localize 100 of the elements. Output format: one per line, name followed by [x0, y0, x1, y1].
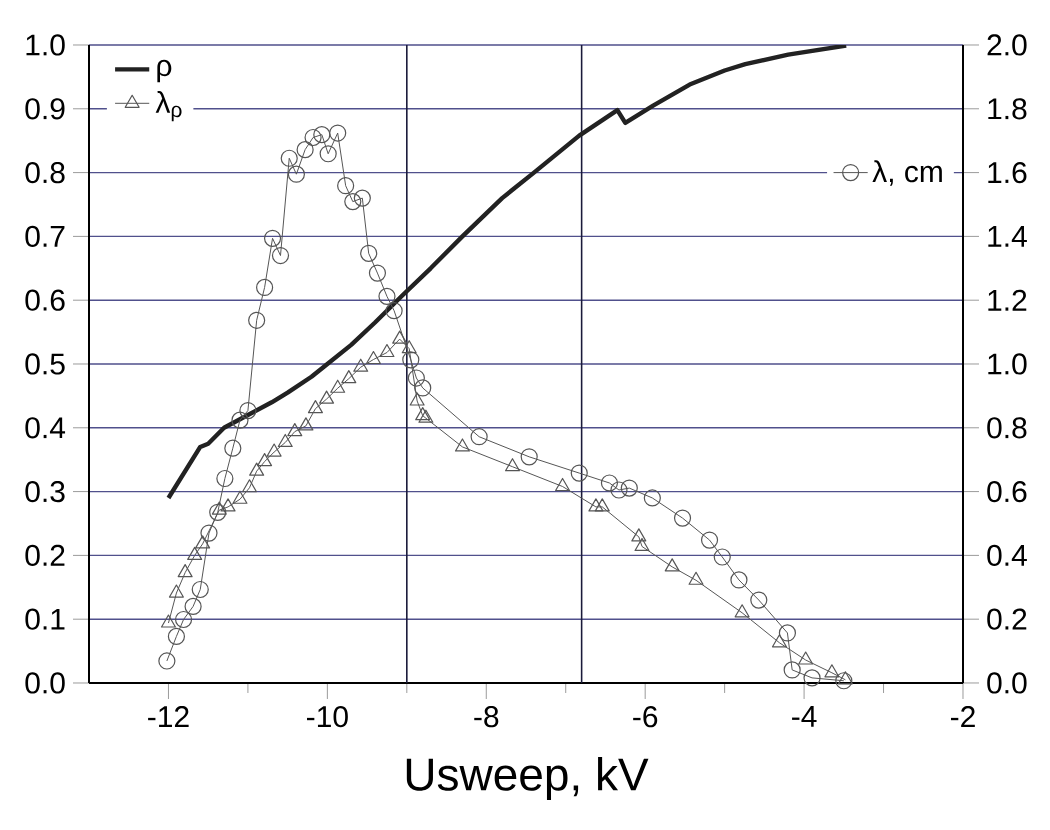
point: [296, 141, 314, 159]
point: [353, 189, 371, 207]
point: [620, 479, 638, 497]
point: [610, 481, 628, 499]
point: [824, 664, 840, 678]
point: [241, 479, 258, 493]
y2-tick-label: 1.0: [988, 353, 1027, 375]
point: [750, 591, 768, 609]
point: [365, 350, 381, 365]
point: [353, 358, 369, 372]
point: [414, 379, 432, 397]
point: [835, 672, 853, 690]
point: [673, 509, 692, 527]
point: [330, 379, 346, 393]
point: [231, 411, 249, 429]
point: [470, 428, 488, 446]
y2-tick-label: 0.6: [987, 480, 1027, 503]
point: [407, 369, 425, 387]
point: [337, 177, 355, 195]
y-tick-label: 0.3: [25, 480, 65, 503]
point: [341, 370, 357, 384]
point: [504, 458, 521, 472]
point: [555, 477, 571, 492]
point: [402, 351, 420, 369]
point: [409, 392, 425, 406]
x-tick-label: -10: [307, 706, 348, 728]
point: [239, 401, 257, 420]
point: [520, 448, 538, 466]
x-tick-label: -12: [148, 706, 189, 727]
point: [730, 571, 748, 589]
point: [191, 580, 209, 599]
point: [298, 417, 314, 431]
y2-tick-label: 1.6: [988, 161, 1027, 184]
x-tick-label: -8: [474, 706, 499, 728]
point: [643, 489, 661, 507]
y2-tick-label: 0.2: [987, 608, 1027, 630]
point: [174, 610, 193, 629]
point: [220, 498, 236, 512]
y2-tick-label: 1.8: [988, 98, 1027, 120]
point: [211, 501, 227, 515]
point: [368, 264, 387, 282]
point: [734, 604, 750, 618]
y2-tick-label: 2.0: [987, 34, 1027, 56]
point: [160, 614, 176, 628]
point: [187, 546, 203, 560]
y2-tick-label: 1.2: [988, 289, 1027, 311]
point: [634, 537, 650, 552]
point: [319, 145, 337, 163]
y2-tick-label: 0.4: [987, 544, 1027, 566]
y-tick-label: 0.8: [25, 161, 65, 184]
point: [778, 624, 797, 642]
point: [307, 400, 323, 414]
point: [700, 531, 719, 549]
y-tick-label: 0.5: [25, 353, 65, 375]
point: [570, 464, 588, 482]
point: [600, 474, 619, 492]
point: [232, 490, 248, 504]
x-tick-label: -4: [792, 706, 817, 727]
point: [177, 564, 193, 578]
point: [195, 535, 211, 549]
point: [216, 469, 234, 488]
point: [378, 287, 396, 305]
point: [304, 128, 322, 147]
point: [158, 652, 176, 670]
point: [200, 524, 218, 542]
point: [256, 278, 274, 297]
legend-label: λ$_{ρ}$: [155, 90, 182, 122]
point: [588, 498, 604, 512]
point: [280, 149, 298, 167]
point: [771, 634, 787, 648]
y2-tick-label: 0.0: [987, 672, 1027, 694]
point: [271, 246, 290, 265]
point: [631, 528, 647, 542]
point: [798, 651, 814, 665]
legend-label: λ, cm: [872, 160, 942, 186]
point: [688, 571, 704, 585]
point: [454, 438, 470, 452]
point: [184, 597, 202, 616]
point: [837, 671, 853, 685]
y-tick-label: 0.4: [25, 417, 66, 439]
point: [209, 503, 227, 521]
point: [257, 453, 273, 467]
point: [385, 302, 403, 320]
y2-tick-label: 0.8: [987, 417, 1027, 439]
point: [401, 340, 417, 354]
y-tick-label: 0.6: [25, 289, 65, 311]
point: [783, 661, 801, 679]
y-tick-label: 0.0: [25, 672, 65, 694]
point: [360, 244, 378, 262]
x-tick-label: -6: [633, 706, 658, 728]
point: [392, 330, 408, 344]
point: [263, 229, 282, 247]
point: [167, 627, 186, 646]
y-tick-label: 0.2: [25, 544, 65, 566]
point: [319, 390, 335, 404]
point: [329, 124, 347, 142]
point: [313, 126, 331, 144]
point: [287, 165, 305, 183]
point: [379, 343, 395, 358]
point: [664, 558, 680, 572]
